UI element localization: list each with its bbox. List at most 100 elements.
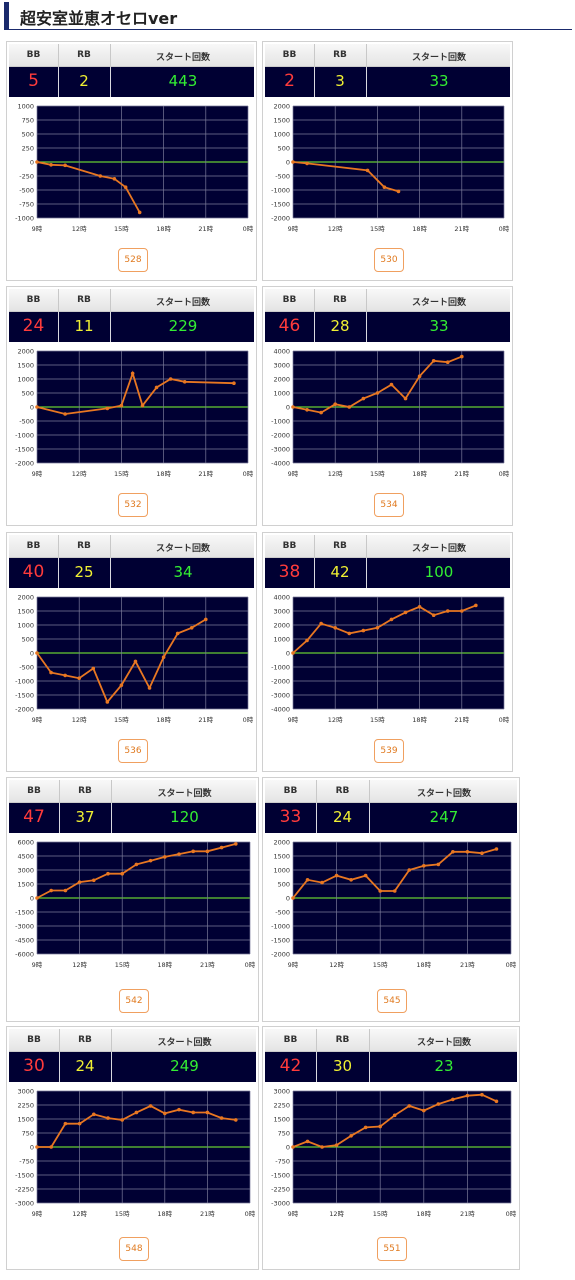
x-tick-label: 15時 xyxy=(114,470,129,478)
y-tick-label: 1000 xyxy=(17,376,34,384)
y-tick-label: -2000 xyxy=(271,215,290,223)
y-tick-label: 250 xyxy=(22,145,34,153)
machine-number-button[interactable]: 551 xyxy=(377,1237,407,1261)
data-point xyxy=(305,408,309,412)
header-rb: RB xyxy=(335,1035,350,1045)
data-point xyxy=(77,1121,82,1126)
data-point xyxy=(137,210,142,215)
divider xyxy=(369,1052,370,1082)
data-point xyxy=(363,1125,368,1130)
x-tick-label: 21時 xyxy=(200,1210,215,1218)
machine-number-button[interactable]: 528 xyxy=(118,248,148,272)
bb-value: 46 xyxy=(278,316,301,336)
data-point xyxy=(305,638,309,643)
data-point xyxy=(365,168,370,173)
y-tick-label: 1500 xyxy=(17,608,34,616)
slump-line xyxy=(36,370,234,415)
y-tick-label: -1000 xyxy=(271,418,290,426)
header-start: スタート回数 xyxy=(411,53,466,63)
machine-number-button[interactable]: 539 xyxy=(374,739,404,763)
y-tick-label: 500 xyxy=(22,636,34,644)
y-tick-label: 4000 xyxy=(273,348,290,356)
rb-value: 37 xyxy=(75,808,95,826)
data-point xyxy=(130,371,135,376)
x-tick-label: 21時 xyxy=(454,225,469,233)
slump-line xyxy=(292,604,477,654)
machine-card-551: BB RB スタート回数 42 30 23 3000 2250 1500 750 0 -750 -150… xyxy=(262,1026,520,1270)
bb-value: 40 xyxy=(22,562,45,582)
header-start: スタート回数 xyxy=(416,789,471,799)
data-point xyxy=(375,391,380,395)
y-tick-label: 4000 xyxy=(273,594,290,602)
divider xyxy=(369,780,370,802)
x-tick-label: 18時 xyxy=(156,470,171,478)
machine-number-button[interactable]: 532 xyxy=(118,493,148,517)
data-point xyxy=(106,1116,110,1120)
y-tick-label: -750 xyxy=(19,201,34,209)
y-tick-label: -750 xyxy=(19,1158,34,1166)
values-row: 2 3 33 xyxy=(265,67,510,97)
data-point xyxy=(319,410,323,415)
start-value: 33 xyxy=(429,317,449,335)
y-tick-label: -250 xyxy=(19,173,34,181)
data-point xyxy=(191,849,195,854)
divider xyxy=(58,44,59,66)
data-point xyxy=(361,628,366,633)
data-point xyxy=(460,609,464,613)
y-tick-label: 1500 xyxy=(17,362,34,370)
data-point xyxy=(389,382,394,387)
y-tick-label: -3000 xyxy=(15,1200,34,1208)
x-tick-label: 9時 xyxy=(32,470,43,478)
slump-chart: 2000 1500 1000 500 0 -500 -1000 -1500 -2000 9時 12時… xyxy=(271,103,510,234)
x-tick-label: 21時 xyxy=(198,470,213,478)
data-point xyxy=(407,868,412,872)
y-tick-label: -2000 xyxy=(15,460,34,468)
divider xyxy=(369,803,370,833)
data-point xyxy=(234,1118,238,1122)
machine-number-button[interactable]: 542 xyxy=(119,989,149,1013)
y-tick-label: 0 xyxy=(286,159,290,167)
data-point xyxy=(91,666,96,671)
data-point xyxy=(140,403,145,408)
divider xyxy=(316,780,317,802)
header-rb: RB xyxy=(77,50,91,60)
data-point xyxy=(120,871,124,876)
values-row: 33 24 247 xyxy=(265,803,517,833)
values-row: 47 37 120 xyxy=(9,803,256,833)
divider xyxy=(366,289,367,311)
y-tick-label: 1500 xyxy=(17,881,34,889)
data-point xyxy=(451,850,455,854)
header-bb: BB xyxy=(283,1035,298,1045)
machine-number-button[interactable]: 536 xyxy=(118,739,148,763)
slump-chart: 2000 1500 1000 500 0 -500 -1000 -1500 -2000 9時 12時… xyxy=(15,348,254,479)
y-tick-label: 2000 xyxy=(273,376,290,384)
machine-number-button[interactable]: 548 xyxy=(119,1237,149,1261)
y-tick-label: 750 xyxy=(22,117,34,125)
data-point xyxy=(49,1145,53,1149)
data-point xyxy=(305,1139,310,1144)
rb-value: 25 xyxy=(74,563,94,581)
header-row: BB RB スタート回数 xyxy=(265,1029,517,1052)
x-tick-label: 15時 xyxy=(370,716,385,724)
data-point xyxy=(119,403,124,408)
machine-number-button[interactable]: 534 xyxy=(374,493,404,517)
machine-number-button[interactable]: 545 xyxy=(377,989,407,1013)
data-point xyxy=(63,1121,68,1126)
y-tick-label: -750 xyxy=(275,1158,290,1166)
y-tick-label: 1500 xyxy=(17,1116,34,1124)
y-tick-label: 0 xyxy=(30,404,34,412)
machine-number-button[interactable]: 530 xyxy=(374,248,404,272)
divider xyxy=(110,535,111,557)
header-rb: RB xyxy=(333,50,347,60)
y-tick-label: -3000 xyxy=(271,692,290,700)
y-tick-label: -1000 xyxy=(15,432,34,440)
header-bb: BB xyxy=(26,50,41,60)
bb-value: 24 xyxy=(22,316,45,336)
data-point xyxy=(451,1097,455,1102)
start-value: 23 xyxy=(434,1057,454,1075)
data-point xyxy=(148,858,153,863)
divider xyxy=(58,535,59,557)
data-point xyxy=(77,880,82,884)
values-row: 40 25 34 xyxy=(9,558,254,588)
x-tick-label: 9時 xyxy=(288,225,299,233)
